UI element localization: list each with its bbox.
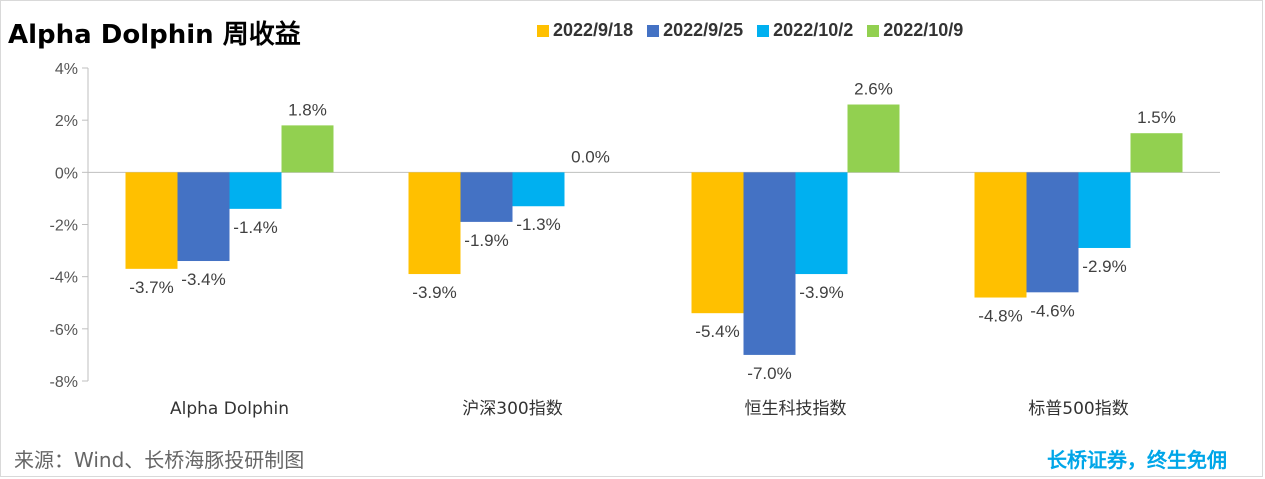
bar	[177, 172, 230, 262]
data-label: -3.9%	[799, 283, 843, 302]
data-label: -3.4%	[181, 270, 225, 289]
data-label: -3.7%	[129, 278, 173, 297]
legend-label: 2022/9/18	[553, 20, 634, 40]
legend-swatch	[537, 24, 549, 37]
category-label: 恒生科技指数	[745, 399, 847, 419]
y-tick-label: 2%	[55, 113, 78, 130]
y-tick-label: -2%	[50, 218, 78, 235]
y-tick-label: -6%	[50, 322, 78, 339]
y-tick-label: 0%	[55, 165, 78, 182]
legend-item: 2022/9/25	[647, 20, 743, 41]
legend-label: 2022/10/2	[773, 20, 854, 40]
legend-swatch	[757, 24, 770, 37]
legend-item: 2022/10/2	[757, 20, 853, 41]
bar	[743, 172, 796, 355]
legend-swatch	[647, 24, 660, 37]
category-label: Alpha Dolphin	[170, 399, 289, 419]
bar	[460, 172, 513, 222]
chart-title: Alpha Dolphin 周收益	[8, 20, 301, 50]
y-tick-label: -8%	[50, 374, 78, 391]
y-tick-label: 4%	[55, 61, 78, 78]
legend-swatch	[867, 24, 880, 37]
category-label: 标普500指数	[1028, 399, 1128, 419]
legend-item: 2022/9/18	[537, 20, 633, 41]
bar	[125, 172, 178, 269]
legend-item: 2022/10/9	[867, 20, 963, 41]
data-label: -1.9%	[464, 231, 508, 250]
source-note: 来源：Wind、长桥海豚投研制图	[14, 448, 305, 472]
y-tick-label: -4%	[50, 270, 78, 287]
bar	[229, 172, 282, 209]
data-label: -3.9%	[412, 283, 456, 302]
data-label: -4.8%	[978, 307, 1022, 326]
data-label: -1.4%	[233, 218, 277, 237]
data-label: -5.4%	[695, 322, 739, 341]
bar	[408, 172, 461, 275]
bar	[1130, 133, 1183, 173]
bar	[281, 125, 334, 173]
data-label: 1.5%	[1137, 108, 1176, 127]
bar	[795, 172, 848, 275]
data-label: 0.0%	[571, 147, 610, 166]
category-label: 沪深300指数	[462, 399, 562, 419]
data-label: 1.8%	[288, 100, 327, 119]
bar	[1078, 172, 1131, 248]
data-label: -7.0%	[747, 364, 791, 383]
data-label: -1.3%	[516, 215, 560, 234]
bar	[1026, 172, 1079, 293]
data-label: -2.9%	[1082, 257, 1126, 276]
legend-label: 2022/10/9	[883, 20, 964, 40]
bar	[691, 172, 744, 314]
bar	[512, 172, 565, 207]
data-label: 2.6%	[854, 80, 893, 99]
data-label: -4.6%	[1030, 301, 1074, 320]
legend-label: 2022/9/25	[663, 20, 744, 40]
chart-legend: 2022/9/18 2022/9/25 2022/10/2 2022/10/9	[537, 20, 977, 41]
slogan: 长桥证券，终生免佣	[1047, 448, 1227, 472]
bar	[974, 172, 1027, 298]
bar	[847, 104, 900, 173]
